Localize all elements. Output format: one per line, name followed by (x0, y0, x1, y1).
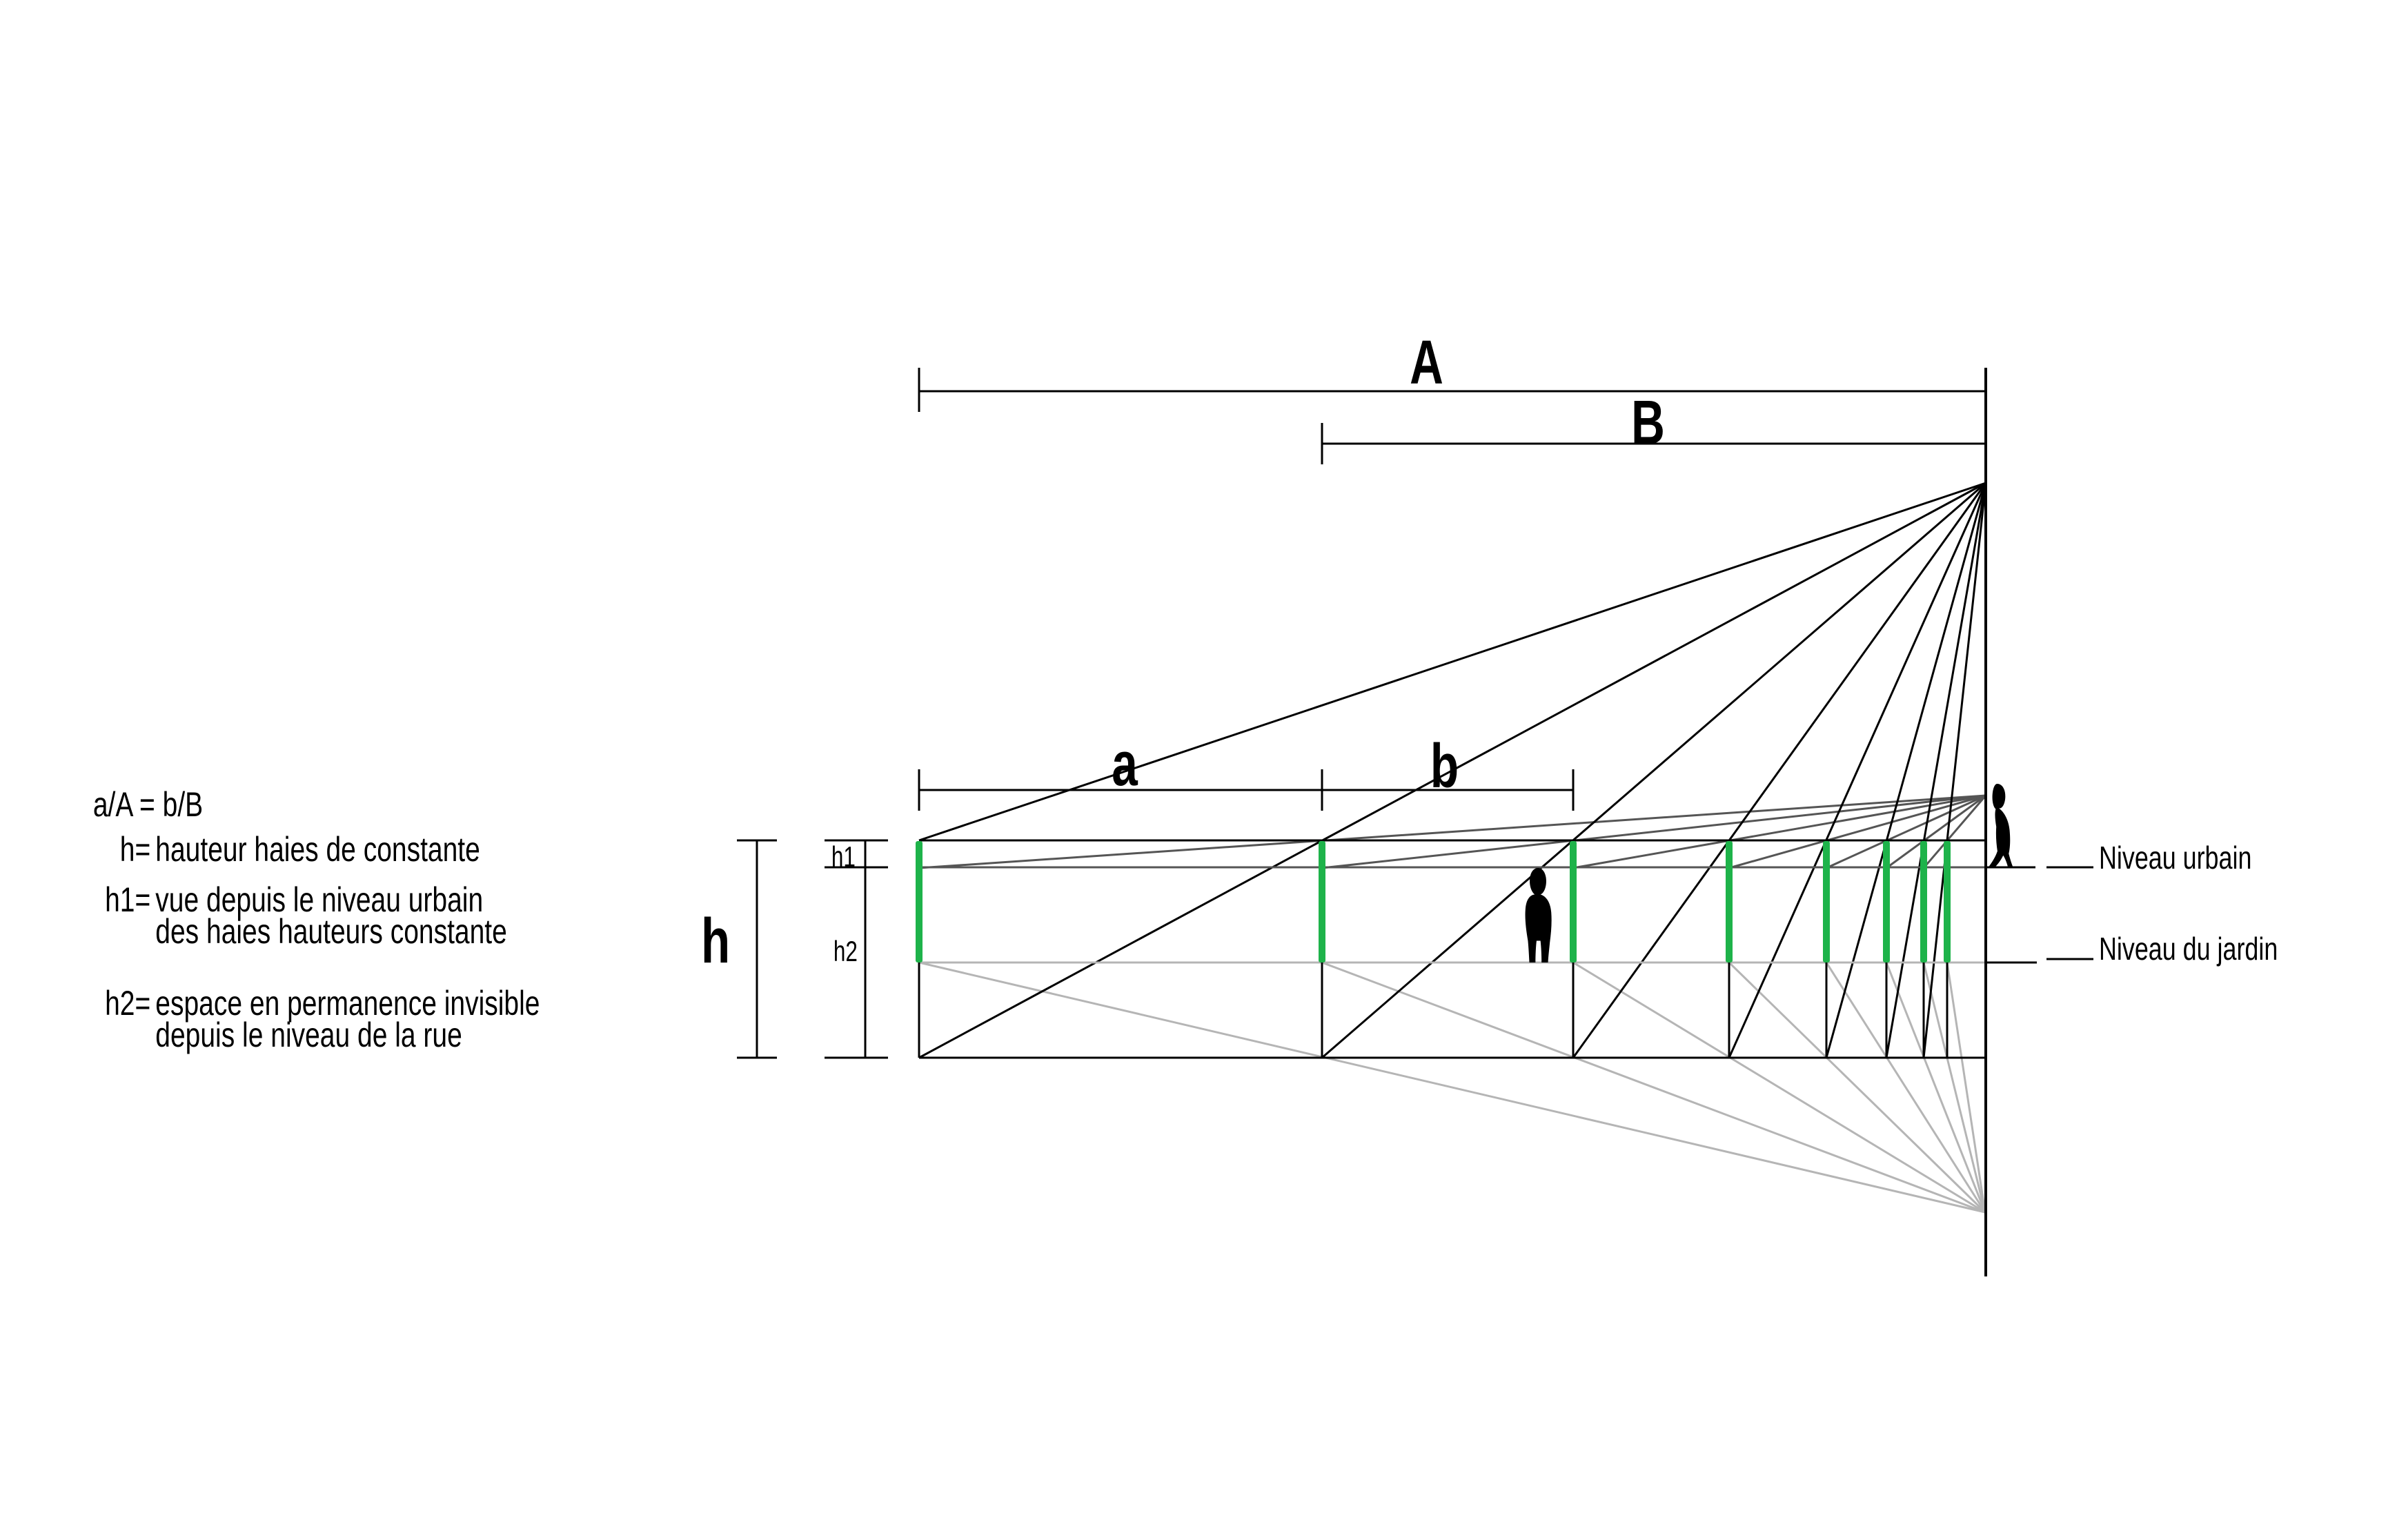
legend-block: a/A = b/B h= hauteur haies de constante … (83, 785, 610, 1078)
hedge-bar (1883, 841, 1890, 962)
legend-entry-h2-label: h2= (105, 984, 151, 1023)
hedge-bar (1823, 841, 1830, 962)
urban-level-label: Niveau urbain (2099, 842, 2295, 873)
street-eye-sight-ray (1826, 794, 1986, 869)
dim-label-A: A (1357, 332, 1495, 394)
high-eye-sight-ray (1825, 482, 1987, 1058)
hidden-space-ray (1572, 961, 1986, 1214)
hidden-space-ray (1885, 962, 1986, 1213)
hedge-bar (916, 841, 923, 962)
legend-entry-h-body: hauteur haies de constante (155, 830, 480, 869)
dim-label-a-text: a (1112, 730, 1138, 799)
legend-entry-h1-label: h1= (105, 880, 151, 919)
dim-label-a: a (1056, 733, 1194, 796)
high-eye-sight-ray (1885, 482, 1987, 1058)
dim-label-b-text: b (1430, 732, 1459, 801)
person-silhouette-standing (1525, 868, 1552, 962)
person-silhouette-walking (1988, 784, 2013, 868)
hedge-bar (1319, 841, 1325, 962)
street-eye-sight-ray (1886, 794, 1986, 869)
legend-formula: a/A = b/B (92, 785, 204, 824)
hidden-space-ray (918, 961, 1986, 1214)
legend-entry-h2-line2: depuis le niveau de la rue (155, 1016, 462, 1054)
garden-level-label-text: Niveau du jardin (2099, 931, 2278, 967)
hidden-space-ray (1922, 962, 1986, 1213)
dim-label-h: h (647, 909, 785, 973)
hidden-space-ray (1728, 961, 1986, 1214)
legend-entry-h2-body: espace en permanence invisible depuis le… (155, 984, 540, 1054)
dim-label-B-text: B (1630, 388, 1665, 457)
street-eye-sight-ray (1572, 794, 1986, 869)
legend-entry-h2-line1: espace en permanence invisible (155, 984, 540, 1023)
legend-entry-h1: h1= vue depuis le niveau urbain des haie… (83, 880, 507, 951)
hedge-bar (1944, 841, 1951, 962)
high-eye-sight-ray (1922, 482, 1987, 1058)
dim-label-h2-text: h2 (833, 935, 858, 967)
legend-entry-h-label: h= (119, 830, 151, 869)
street-eye-sight-ray (1321, 794, 1986, 869)
hedge-bar (1570, 841, 1577, 962)
dim-label-h1-text: h1 (831, 840, 856, 873)
dim-label-b: b (1375, 736, 1513, 798)
legend-entry-h2: h2= espace en permanence invisible depui… (83, 984, 540, 1054)
legend-entry-h1-body: vue depuis le niveau urbain des haies ha… (155, 880, 507, 951)
legend-entry-h: h= hauteur haies de constante (83, 830, 480, 869)
dim-label-h2: h2 (804, 937, 887, 966)
high-eye-sight-ray (918, 482, 1986, 842)
hidden-space-ray (1946, 962, 1986, 1213)
dim-label-A-text: A (1409, 328, 1443, 397)
garden-level-label: Niveau du jardin (2099, 933, 2328, 965)
legend-entry-h1-line1: vue depuis le niveau urbain (155, 880, 484, 919)
street-eye-sight-ray (918, 794, 1986, 869)
dim-label-h1: h1 (802, 842, 885, 871)
dim-label-h-text: h (700, 906, 731, 976)
hedge-bar (1726, 841, 1733, 962)
legend-entry-h1-line2: des haies hauteurs constante (155, 912, 507, 951)
street-eye-sight-ray (1728, 794, 1986, 869)
hidden-space-ray (1321, 961, 1986, 1214)
dim-label-B: B (1579, 392, 1717, 454)
hidden-space-ray (1825, 962, 1986, 1213)
street-eye-sight-ray (1922, 795, 1987, 869)
hedge-bar (1920, 841, 1927, 962)
legend-entry-h-line1: hauteur haies de constante (155, 830, 480, 869)
urban-level-label-text: Niveau urbain (2099, 840, 2252, 876)
